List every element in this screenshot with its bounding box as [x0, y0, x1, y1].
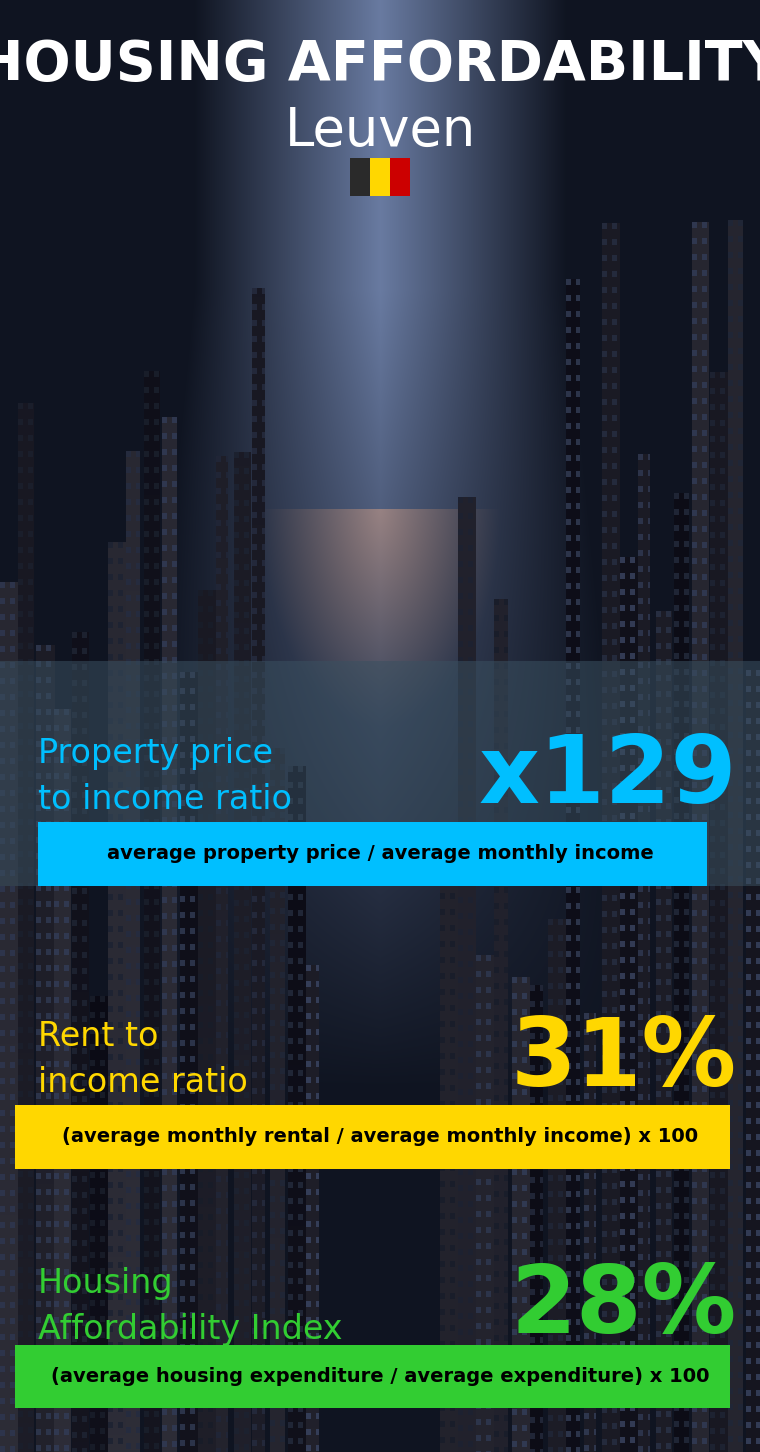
- Bar: [350, 158, 370, 196]
- Text: Rent to
income ratio: Rent to income ratio: [38, 1021, 248, 1099]
- Bar: [0, 661, 760, 886]
- Bar: [370, 158, 390, 196]
- Bar: [390, 158, 410, 196]
- Text: Leuven: Leuven: [284, 105, 476, 157]
- Text: HOUSING AFFORDABILITY: HOUSING AFFORDABILITY: [0, 38, 760, 93]
- Text: 31%: 31%: [511, 1013, 737, 1106]
- Bar: [15, 1105, 730, 1169]
- Text: Property price
to income ratio: Property price to income ratio: [38, 738, 292, 816]
- Text: Housing
Affordability Index: Housing Affordability Index: [38, 1268, 343, 1346]
- Text: (average housing expenditure / average expenditure) x 100: (average housing expenditure / average e…: [51, 1366, 709, 1387]
- Text: 28%: 28%: [511, 1260, 737, 1353]
- Text: x129: x129: [479, 730, 737, 823]
- Bar: [38, 822, 707, 886]
- Text: average property price / average monthly income: average property price / average monthly…: [106, 844, 654, 864]
- Text: (average monthly rental / average monthly income) x 100: (average monthly rental / average monthl…: [62, 1127, 698, 1147]
- Bar: [15, 1345, 730, 1408]
